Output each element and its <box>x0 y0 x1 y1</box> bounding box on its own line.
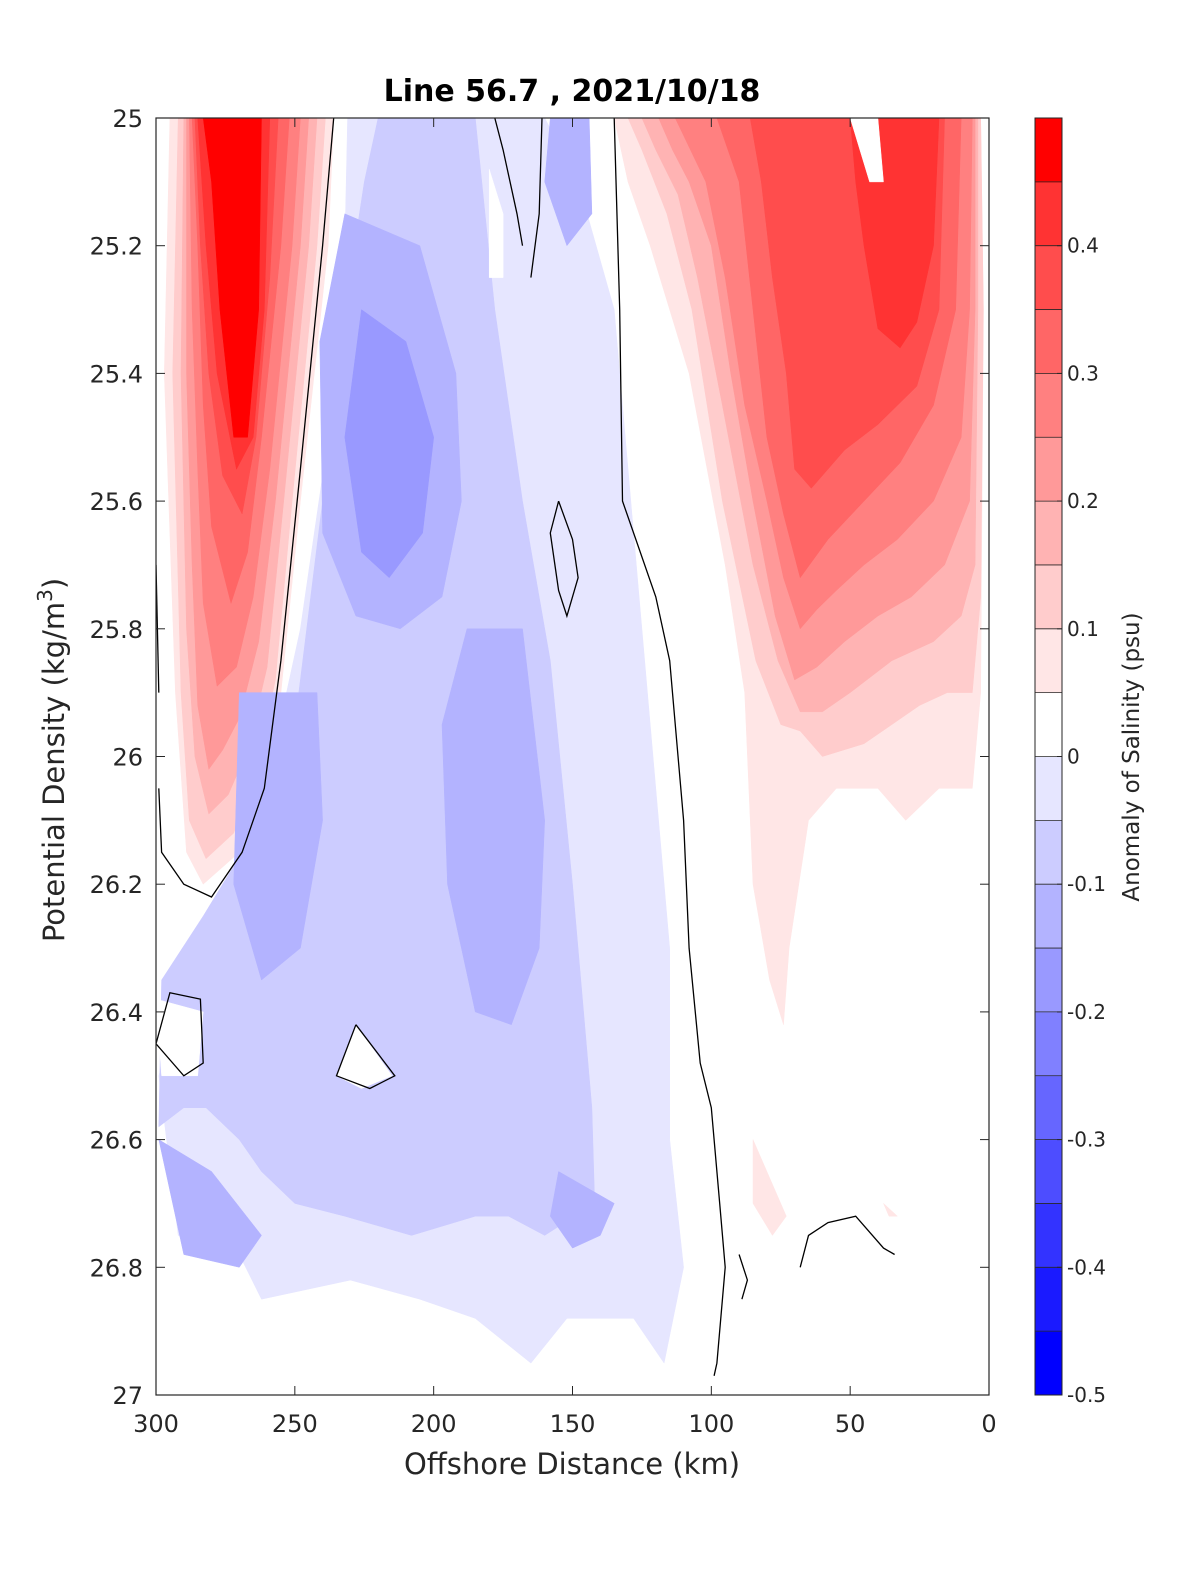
colorbar-swatch-4 <box>1035 1075 1062 1141</box>
colorbar-swatch-0 <box>1035 1331 1062 1396</box>
contour-region-26 <box>752 1139 787 1236</box>
colorbar-swatch-12 <box>1035 564 1062 630</box>
zero-contour-line-7 <box>549 500 579 619</box>
contour-region-31 <box>849 118 884 183</box>
y-axis-label: Potential Density (kg/m3) <box>33 578 71 942</box>
colorbar-tick-label-3: -0.2 <box>1067 1000 1106 1024</box>
y-axis-label-main: Potential Density (kg/m <box>37 602 71 942</box>
contour-region-23 <box>158 1139 262 1268</box>
colorbar-swatch-17 <box>1035 245 1062 311</box>
y-tick-label-1: 25.2 <box>90 233 143 261</box>
y-axis-ticks: 25 25.2 25.4 25.6 25.8 26 26.2 26.4 26.6 26.8 27 <box>90 105 989 1410</box>
y-tick-label-5: 26 <box>112 744 143 772</box>
colorbar-swatch-6 <box>1035 948 1062 1013</box>
colorbar-swatch-13 <box>1035 501 1062 566</box>
colorbar-swatch-7 <box>1035 884 1062 949</box>
colorbar-ticks: -0.5 -0.4 -0.3 -0.2 -0.1 0 0.1 0.2 0.3 0.4 <box>1057 234 1106 1407</box>
contour-region-27 <box>883 1203 899 1217</box>
colorbar-swatch-19 <box>1035 118 1062 183</box>
y-tick-label-3: 25.6 <box>90 488 143 516</box>
colorbar-tick-label-2: -0.3 <box>1067 1128 1106 1152</box>
x-tick-label-1: 250 <box>272 1410 318 1438</box>
zero-contour-line-0 <box>158 118 335 898</box>
y-tick-label-0: 25 <box>112 105 143 133</box>
colorbar-tick-label-7: 0.2 <box>1067 489 1099 513</box>
colorbar-tick-label-0: -0.5 <box>1067 1383 1106 1407</box>
x-axis-label: Offshore Distance (km) <box>404 1447 740 1481</box>
colorbar-swatch-16 <box>1035 309 1062 374</box>
contour-fills <box>156 118 984 1364</box>
x-tick-label-4: 100 <box>688 1410 734 1438</box>
zero-contour-line-6 <box>335 1024 396 1090</box>
y-tick-label-2: 25.4 <box>90 360 143 388</box>
y-axis-label-close: ) <box>37 578 71 589</box>
colorbar-swatch-2 <box>1035 1203 1062 1268</box>
zero-contour-line-4 <box>530 118 543 278</box>
x-tick-label-5: 50 <box>835 1410 866 1438</box>
zero-contour-line-3 <box>494 118 524 246</box>
y-tick-label-9: 26.8 <box>90 1254 143 1282</box>
colorbar-swatch-1 <box>1035 1267 1062 1332</box>
x-tick-label-2: 200 <box>411 1410 457 1438</box>
colorbar-tick-label-8: 0.3 <box>1067 361 1099 385</box>
zero-contour-line-5 <box>156 991 204 1077</box>
y-tick-label-8: 26.6 <box>90 1127 143 1155</box>
colorbar-label: Anomaly of Salinity (psu) <box>1119 612 1145 901</box>
x-tick-label-6: 0 <box>981 1410 996 1438</box>
colorbar-swatch-9 <box>1035 756 1062 821</box>
zero-contour-line-2 <box>613 118 726 1376</box>
colorbar-swatch-14 <box>1035 437 1062 502</box>
colorbar-swatch-10 <box>1035 692 1062 757</box>
colorbar-swatch-3 <box>1035 1139 1062 1204</box>
contour-region-25 <box>344 309 434 579</box>
colorbar-swatch-15 <box>1035 373 1062 438</box>
colorbar-tick-label-5: 0 <box>1067 745 1080 769</box>
zero-contour-line-8 <box>799 1215 895 1268</box>
x-tick-label-3: 150 <box>550 1410 596 1438</box>
y-tick-label-4: 25.8 <box>90 616 143 644</box>
chart-title: Line 56.7 , 2021/10/18 <box>384 74 761 109</box>
y-tick-label-7: 26.4 <box>90 999 143 1027</box>
colorbar-tick-label-1: -0.4 <box>1067 1255 1106 1279</box>
colorbar <box>1035 118 1062 1396</box>
contour-region-24 <box>550 1171 615 1249</box>
colorbar-swatch-5 <box>1035 1011 1062 1077</box>
y-tick-label-6: 26.2 <box>90 871 143 899</box>
zero-contour-lines <box>156 118 895 1376</box>
contour-region-30 <box>488 169 504 278</box>
contour-region-20 <box>441 628 545 1026</box>
colorbar-tick-label-9: 0.4 <box>1067 234 1099 258</box>
y-axis-label-superscript: 3 <box>33 589 57 602</box>
y-tick-label-10: 27 <box>112 1382 143 1410</box>
colorbar-swatch-18 <box>1035 181 1062 247</box>
contour-region-28 <box>156 998 204 1077</box>
colorbar-tick-label-4: -0.1 <box>1067 872 1106 896</box>
x-axis-ticks: 300 250 200 150 100 50 0 <box>133 118 997 1438</box>
zero-contour-line-9 <box>738 1254 749 1300</box>
colorbar-swatch-11 <box>1035 628 1062 694</box>
colorbar-tick-label-6: 0.1 <box>1067 617 1099 641</box>
contour-region-21 <box>233 692 323 981</box>
contour-region-22 <box>544 118 593 247</box>
x-tick-label-0: 300 <box>133 1410 179 1438</box>
contour-region-8 <box>202 118 262 438</box>
colorbar-swatch-8 <box>1035 820 1062 885</box>
